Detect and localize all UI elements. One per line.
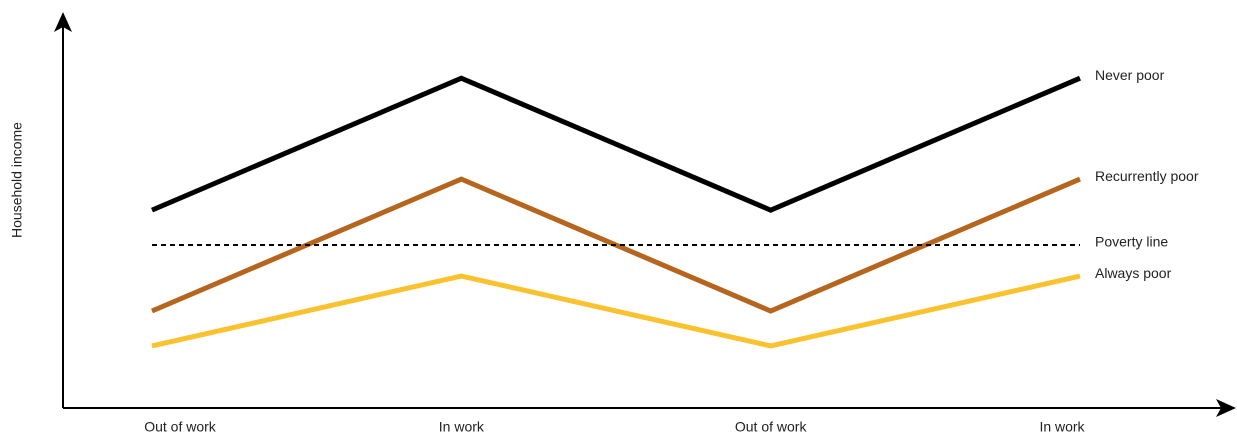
series-label: Always poor [1095,265,1172,281]
series-label: Recurrently poor [1095,168,1199,184]
x-tick-label: Out of work [144,419,217,435]
x-tick-label: In work [1039,419,1085,435]
series-label: Never poor [1095,67,1165,83]
x-axis-arrow [1216,399,1236,417]
series-label: Poverty line [1095,234,1168,250]
x-tick-label: Out of work [735,419,808,435]
x-tick-label: In work [439,419,485,435]
y-axis-label: Household income [9,122,25,238]
series-line [151,273,1081,349]
series-line [151,75,1081,213]
y-axis-arrow [54,12,72,32]
